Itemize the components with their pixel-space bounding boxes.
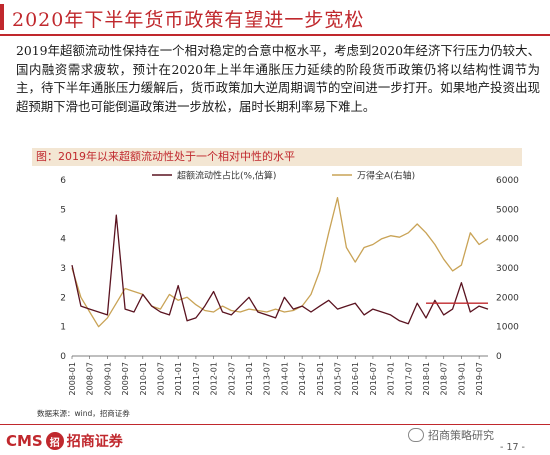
logo-company-name: 招商证券 [66, 434, 123, 450]
x-tick-label: 2014-01 [280, 362, 289, 395]
x-tick-label: 2009-01 [103, 362, 112, 395]
x-tick-label: 2008-07 [86, 362, 95, 395]
x-tick-label: 2008-01 [68, 362, 77, 395]
x-tick-label: 2012-07 [227, 362, 236, 395]
chart-legend: 超额流动性占比(%,估算) 万得全A(右轴) [152, 170, 415, 182]
x-tick-label: 2018-01 [422, 362, 431, 395]
chart-series [71, 196, 489, 328]
y-right-tick-label: 4000 [496, 235, 519, 245]
x-tick-label: 2011-01 [174, 362, 183, 395]
x-tick-label: 2016-01 [351, 362, 360, 395]
x-tick-label: 2009-07 [121, 362, 130, 395]
legend-label: 万得全A(右轴) [357, 170, 415, 182]
title-bar: 2020年下半年货币政策有望进一步宽松 [0, 0, 550, 36]
body-paragraph: 2019年超额流动性保持在一个相对稳定的合意中枢水平，考虑到2020年经济下行压… [16, 43, 540, 114]
y-left-tick-label: 2 [60, 293, 66, 303]
y-left-tick-label: 3 [60, 264, 66, 274]
y-right-tick-label: 6000 [496, 176, 519, 186]
cms-logo: CMS 招 招商证券 [6, 430, 123, 452]
chart-title: 图：2019年以来超额流动性处于一个相对中性的水平 [32, 148, 522, 166]
y-left-tick-label: 6 [60, 176, 66, 186]
chart-axes: 0 1 2 3 4 5 6 0 1000 2000 3000 4000 5000 6000 2008-01 2… [60, 176, 519, 395]
chart: 超额流动性占比(%,估算) 万得全A(右轴) 0 1 2 3 4 5 6 0 1000 2000 30… [60, 170, 519, 396]
series-wind-a-line [71, 196, 489, 328]
y-left-tick-label: 5 [60, 205, 66, 215]
y-left-tick-label: 0 [60, 352, 66, 362]
x-tick-label: 2013-01 [245, 362, 254, 395]
chart-card [32, 148, 522, 410]
x-tick-label: 2019-01 [457, 362, 466, 395]
logo-cms-text: CMS [6, 432, 43, 450]
x-tick-label: 2010-07 [157, 362, 166, 395]
legend-label: 超额流动性占比(%,估算) [177, 170, 276, 182]
x-tick-label: 2015-01 [316, 362, 325, 395]
y-right-tick-label: 3000 [496, 264, 519, 274]
source-note: 数据来源：wind，招商证券 [37, 409, 130, 418]
x-tick-label: 2017-07 [404, 362, 413, 395]
y-right-tick-label: 2000 [496, 293, 519, 303]
y-right-tick-label: 1000 [496, 323, 519, 333]
x-tick-label: 2012-01 [210, 362, 219, 395]
x-tick-label: 2014-07 [298, 362, 307, 395]
footer-divider [0, 424, 550, 425]
y-left-tick-label: 1 [60, 323, 66, 333]
title-divider [0, 34, 550, 36]
x-tick-label: 2017-01 [387, 362, 396, 395]
x-tick-label: 2018-07 [440, 362, 449, 395]
series-excess-liquidity-line [71, 214, 489, 325]
title-accent [0, 4, 4, 30]
x-tick-label: 2016-07 [369, 362, 378, 395]
x-tick-label: 2015-07 [334, 362, 343, 395]
page-number: - 17 - [500, 442, 525, 453]
page-title: 2020年下半年货币政策有望进一步宽松 [12, 9, 365, 31]
y-left-tick-label: 4 [60, 235, 66, 245]
wechat-account: 招商策略研究 [408, 427, 494, 443]
x-tick-label: 2010-01 [139, 362, 148, 395]
wechat-icon [408, 428, 424, 442]
x-tick-label: 2013-07 [263, 362, 272, 395]
logo-badge-icon: 招 [45, 432, 64, 450]
y-right-tick-label: 5000 [496, 205, 519, 215]
y-right-tick-label: 0 [496, 352, 502, 362]
wechat-account-name: 招商策略研究 [428, 429, 494, 442]
x-tick-label: 2019-07 [475, 362, 484, 395]
x-tick-label: 2011-07 [192, 362, 201, 395]
